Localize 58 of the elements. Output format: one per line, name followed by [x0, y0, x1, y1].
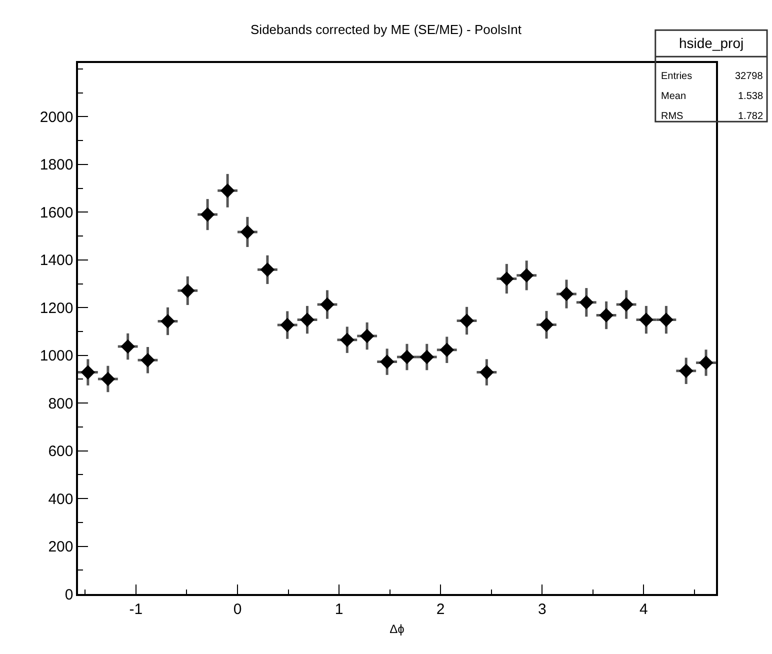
- point: [260, 262, 275, 277]
- point: [400, 350, 414, 364]
- point: [559, 286, 574, 302]
- point: [659, 312, 674, 327]
- text: hside_proj: [679, 35, 744, 51]
- y-tick-label: 1000: [40, 348, 74, 365]
- y-tick-label: 1800: [40, 156, 74, 174]
- point: [200, 207, 215, 222]
- point: [220, 184, 235, 198]
- x-tick-label: 4: [639, 600, 648, 618]
- y-tick-label: 800: [48, 395, 74, 412]
- chart-title: Sidebands corrected by ME (SE/ME) - PoolsInt: [250, 22, 522, 37]
- point: [180, 284, 195, 298]
- point: [539, 318, 554, 332]
- point: [160, 314, 175, 328]
- y-tick-label: 1600: [40, 204, 74, 222]
- annotation: Mean: [661, 91, 686, 102]
- y-tick-label: 600: [48, 443, 74, 460]
- x-axis-title: Δϕ: [390, 622, 405, 636]
- point: [360, 328, 374, 344]
- x-tick-label: 1: [334, 600, 344, 618]
- point: [280, 318, 295, 332]
- y-tick-label: 400: [48, 490, 74, 508]
- point: [639, 312, 654, 327]
- text: 32798: [735, 71, 764, 82]
- point: [320, 297, 334, 312]
- point: [300, 312, 314, 327]
- point: [420, 350, 434, 364]
- x-tick-label: 2: [436, 600, 445, 618]
- x-tick-label: 3: [538, 600, 546, 618]
- x-tick-label: 0: [233, 600, 242, 618]
- text: 1.782: [738, 111, 764, 122]
- y-tick-label: 200: [48, 538, 74, 556]
- point: [80, 365, 96, 380]
- point: [698, 356, 714, 370]
- point: [100, 372, 116, 386]
- point: [678, 364, 694, 378]
- point: [599, 308, 614, 322]
- point: [440, 342, 454, 358]
- point: [340, 332, 354, 347]
- point: [120, 339, 135, 354]
- point: [519, 268, 534, 283]
- y-tick-label: 1200: [40, 300, 74, 317]
- point: [579, 295, 594, 310]
- y-tick-label: 2000: [40, 108, 74, 126]
- annotation: RMS: [661, 111, 684, 122]
- point: [619, 297, 634, 312]
- point: [240, 224, 255, 240]
- x-tick-label: -1: [129, 600, 143, 618]
- point: [480, 365, 494, 380]
- point: [380, 354, 394, 369]
- annotation: Entries: [661, 71, 692, 82]
- text: 1.538: [738, 91, 764, 102]
- point: [500, 272, 514, 286]
- y-tick-label: 0: [64, 586, 74, 604]
- y-tick-label: 1400: [40, 252, 74, 270]
- point: [140, 352, 155, 368]
- point: [460, 314, 474, 328]
